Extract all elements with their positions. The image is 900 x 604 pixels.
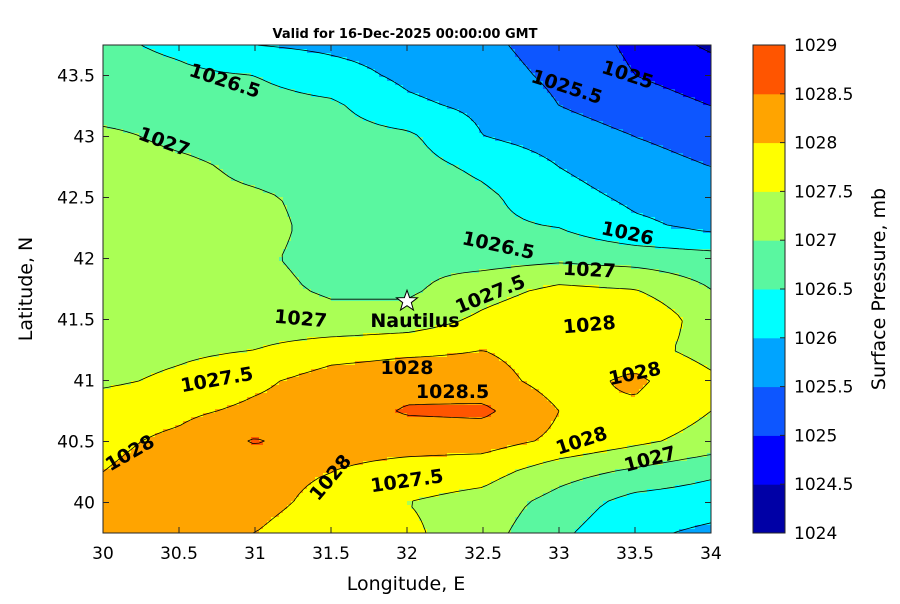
colorbar-swatch	[753, 484, 785, 533]
colorbar-swatch	[753, 191, 785, 240]
colorbar-tick-label: 1024	[794, 524, 837, 544]
y-tick-label: 41.5	[57, 311, 95, 331]
colorbar-label: Surface Pressure, mb	[868, 188, 890, 390]
marker-label: Nautilus	[370, 310, 459, 332]
x-tick-label: 32.5	[464, 544, 502, 564]
colorbar-swatch	[753, 143, 785, 192]
colorbar-swatch	[753, 435, 785, 484]
colorbar-swatch	[753, 387, 785, 436]
y-tick-label: 43.5	[57, 67, 95, 87]
x-tick-label: 33.5	[616, 544, 654, 564]
x-axis-label: Longitude, E	[347, 573, 466, 595]
y-axis-label: Latitude, N	[15, 237, 37, 342]
isobar-label: 1028	[562, 312, 617, 339]
x-tick-label: 34	[700, 544, 722, 564]
colorbar-tick-label: 1026	[794, 329, 837, 349]
y-tick-label: 40.5	[57, 433, 95, 453]
colorbar: 1024 1024.5 1025 1025.5 1026 1026.5 1027 1027.5…	[753, 36, 853, 544]
colorbar-tick-label: 1027	[794, 231, 837, 251]
isobar-label: 1028.5	[416, 381, 489, 403]
colorbar-swatch	[753, 289, 785, 338]
x-tick-label: 32	[396, 544, 418, 564]
x-tick-label: 33	[548, 544, 570, 564]
x-tick-label: 31	[244, 544, 266, 564]
colorbar-tick-label: 1024.5	[794, 475, 853, 495]
colorbar-tick-label: 1025	[794, 426, 837, 446]
y-tick-label: 42.5	[57, 189, 95, 209]
isobar-label: 1027	[562, 258, 616, 283]
colorbar-swatch	[753, 240, 785, 289]
x-tick-label: 30	[92, 544, 114, 564]
colorbar-swatch	[753, 338, 785, 387]
x-tick-label: 30.5	[160, 544, 198, 564]
y-tick-label: 40	[73, 494, 95, 514]
colorbar-tick-label: 1028	[794, 134, 837, 154]
colorbar-tick-label: 1026.5	[794, 280, 853, 300]
isobar-label: 1027	[273, 306, 328, 333]
colorbar-tick-label: 1027.5	[794, 182, 853, 202]
chart-title: Valid for 16-Dec-2025 00:00:00 GMT	[273, 27, 538, 42]
colorbar-swatch	[753, 94, 785, 143]
colorbar-swatch	[753, 45, 785, 94]
y-tick-label: 43	[73, 128, 95, 148]
pressure-field	[103, 45, 712, 534]
colorbar-tick-label: 1028.5	[794, 85, 853, 105]
colorbar-tick-label: 1029	[794, 36, 837, 56]
colorbar-tick-label: 1025.5	[794, 378, 853, 398]
y-tick-label: 42	[73, 250, 95, 270]
isobar-label: 1028	[381, 357, 434, 379]
y-tick-label: 41	[73, 372, 95, 392]
x-tick-label: 31.5	[312, 544, 350, 564]
